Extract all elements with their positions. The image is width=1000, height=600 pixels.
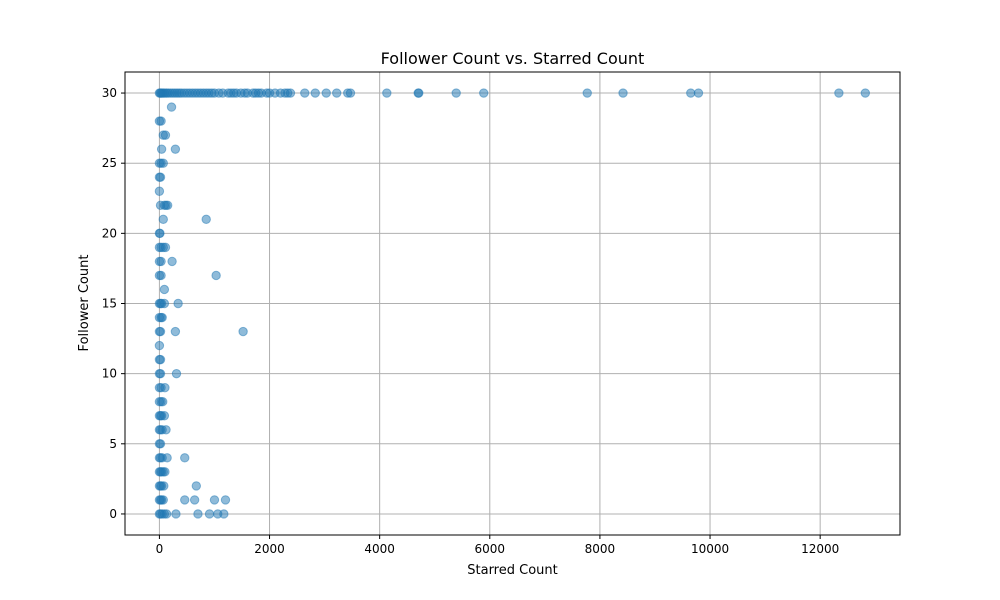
y-tick-label: 30 (102, 86, 117, 100)
data-point (156, 116, 166, 126)
data-point (201, 214, 211, 225)
x-tick-label: 0 (156, 542, 164, 556)
x-tick-label: 4000 (364, 542, 395, 556)
data-point (173, 298, 183, 309)
data-point (191, 481, 202, 491)
data-point (155, 326, 166, 337)
data-point (171, 509, 181, 519)
data-point (155, 368, 166, 379)
data-point (162, 200, 173, 210)
data-point (171, 368, 182, 379)
data-point (321, 88, 331, 98)
data-point (167, 256, 177, 267)
data-point (159, 481, 169, 491)
data-point (155, 354, 166, 365)
data-point (159, 411, 170, 421)
data-point (156, 256, 166, 267)
data-point (154, 340, 165, 351)
y-tick-label: 15 (102, 297, 117, 311)
data-point (155, 172, 166, 182)
data-point (189, 495, 200, 505)
data-point (160, 242, 171, 253)
x-tick-label: 6000 (475, 542, 506, 556)
data-point (159, 298, 170, 309)
data-point (158, 397, 168, 407)
data-point (160, 467, 170, 477)
data-point (834, 88, 844, 98)
x-axis-ticks: 0 2000 4000 6000 8000 10000 12000 (156, 535, 839, 556)
x-axis-label: Starred Count (467, 563, 557, 578)
y-tick-label: 10 (102, 367, 117, 381)
data-point (332, 88, 342, 98)
x-tick-label: 8000 (585, 542, 616, 556)
x-tick-label: 12000 (801, 542, 839, 556)
data-point (162, 453, 172, 463)
data-point (157, 312, 167, 323)
data-point (159, 284, 170, 295)
data-point (156, 270, 166, 281)
data-point (219, 509, 229, 519)
data-point (618, 88, 628, 98)
y-axis-ticks: 0 5 10 15 20 25 30 (102, 86, 125, 521)
y-tick-label: 20 (102, 226, 117, 240)
data-points (154, 88, 871, 519)
data-point (451, 88, 461, 98)
y-axis-label: Follower Count (77, 255, 92, 352)
data-point (220, 495, 231, 505)
data-point (382, 88, 392, 98)
data-point (160, 382, 170, 393)
chart-title: Follower Count vs. Starred Count (381, 49, 645, 68)
data-point (156, 144, 167, 154)
data-point (155, 439, 166, 449)
data-point (285, 88, 296, 98)
y-tick-label: 25 (102, 156, 117, 170)
data-point (582, 88, 592, 98)
data-point (300, 88, 310, 98)
data-point (238, 326, 248, 337)
grid-lines (125, 72, 900, 535)
data-point (209, 495, 220, 505)
data-point (161, 425, 171, 435)
data-point (166, 102, 177, 112)
y-tick-label: 5 (109, 437, 117, 451)
data-point (479, 88, 489, 98)
data-point (345, 88, 356, 98)
data-point (161, 509, 172, 519)
data-point (211, 270, 221, 281)
data-point (170, 326, 181, 337)
data-point (193, 509, 203, 519)
data-point (170, 144, 181, 154)
data-point (158, 495, 168, 505)
data-point (310, 88, 320, 98)
data-point (180, 495, 190, 505)
data-point (686, 88, 696, 98)
data-point (160, 130, 171, 140)
data-point (860, 88, 871, 98)
data-point (158, 158, 168, 168)
x-tick-label: 2000 (254, 542, 285, 556)
data-point (154, 186, 165, 196)
x-tick-label: 10000 (691, 542, 729, 556)
data-point (414, 88, 424, 98)
data-point (180, 453, 190, 463)
data-point (155, 228, 165, 239)
data-point (693, 88, 704, 98)
y-tick-label: 0 (109, 507, 117, 521)
data-point (204, 509, 215, 519)
data-point (158, 214, 168, 225)
